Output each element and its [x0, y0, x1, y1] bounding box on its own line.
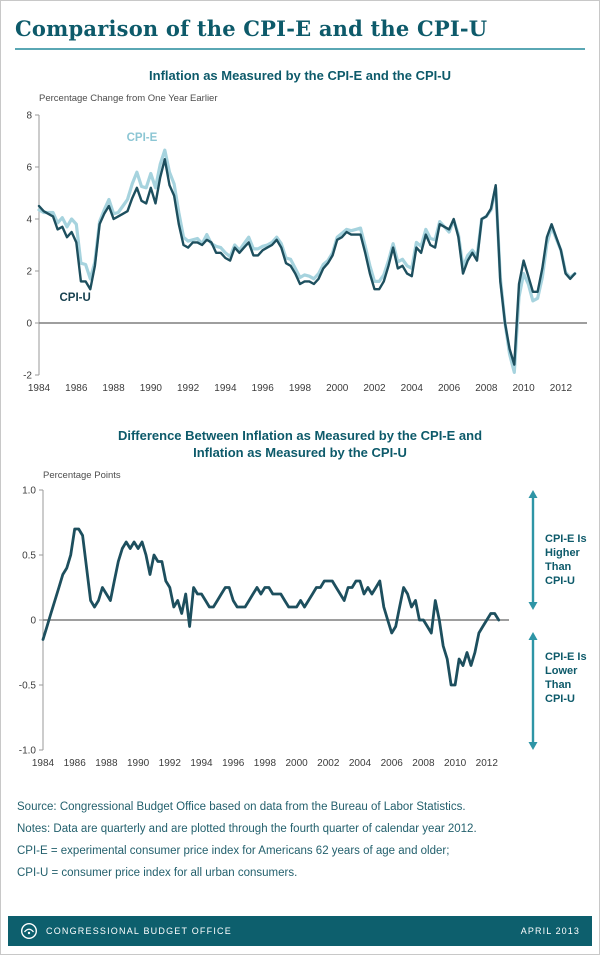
x-tick-label: 1998 [289, 383, 312, 394]
x-tick-label: 1998 [254, 758, 277, 769]
y-tick-label: 2 [26, 267, 32, 278]
x-tick-label: 2002 [363, 383, 386, 394]
source-note: Source: Congressional Budget Office base… [17, 801, 466, 813]
chart1-title: Inflation as Measured by the CPI-E and t… [149, 68, 451, 83]
chart2-unit-label: Percentage Points [43, 470, 121, 481]
higher-label-line: CPI-E Is [545, 533, 587, 545]
footer-org: CONGRESSIONAL BUDGET OFFICE [46, 926, 232, 936]
x-tick-label: 1984 [32, 758, 55, 769]
cpi-e-line [37, 148, 577, 374]
data-note: Notes: Data are quarterly and are plotte… [17, 823, 477, 835]
cpi-u-line [37, 158, 577, 366]
inflation-chart-section: Inflation as Measured by the CPI-E and t… [1, 67, 599, 397]
cbo-logo-icon [20, 922, 38, 940]
x-tick-label: 2004 [401, 383, 424, 394]
y-tick-label: 0.5 [22, 551, 36, 562]
y-tick-label: 0 [30, 616, 36, 627]
chart2-title: Difference Between Inflation as Measured… [1, 427, 599, 461]
y-tick-label: 1.0 [22, 486, 36, 497]
lower-label-line: Than [545, 679, 572, 691]
footer-date: APRIL 2013 [520, 926, 580, 936]
header: Comparison of the CPI-E and the CPI-U [1, 1, 599, 41]
footer-left: CONGRESSIONAL BUDGET OFFICE [20, 922, 232, 940]
title-divider [15, 48, 585, 50]
x-tick-label: 2010 [513, 383, 536, 394]
x-tick-label: 1994 [214, 383, 237, 394]
higher-label-line: Higher [545, 547, 581, 559]
x-tick-label: 2006 [438, 383, 461, 394]
y-tick-label: 0 [26, 319, 32, 330]
chart2-title-line1: Difference Between Inflation as Measured… [117, 428, 483, 443]
y-tick-label: 4 [26, 215, 32, 226]
x-tick-label: 1986 [65, 383, 88, 394]
x-tick-label: 2008 [412, 758, 435, 769]
series-label-cpi-e: CPI-E [127, 132, 158, 144]
x-tick-label: 1990 [127, 758, 150, 769]
x-tick-label: 2008 [475, 383, 498, 394]
x-tick-label: 2004 [349, 758, 372, 769]
x-tick-label: 2006 [381, 758, 404, 769]
y-tick-label: 8 [26, 111, 32, 122]
y-tick-label: 6 [26, 163, 32, 174]
y-tick-label: -1.0 [19, 746, 37, 757]
higher-label-line: Than [545, 561, 572, 573]
y-tick-label: -0.5 [19, 681, 37, 692]
x-tick-label: 2012 [550, 383, 573, 394]
x-tick-label: 2000 [326, 383, 349, 394]
x-tick-label: 2010 [444, 758, 467, 769]
series-label-cpi-u: CPI-U [60, 292, 91, 304]
page-title: Comparison of the CPI-E and the CPI-U [15, 16, 488, 41]
footer-bar: CONGRESSIONAL BUDGET OFFICE APRIL 2013 [8, 916, 592, 946]
x-tick-label: 1988 [102, 383, 125, 394]
notes-block: Source: Congressional Budget Office base… [17, 796, 583, 884]
higher-label-line: CPI-U [545, 575, 575, 587]
x-tick-label: 1992 [159, 758, 182, 769]
x-tick-label: 1996 [222, 758, 245, 769]
cpi-u-definition: CPI-U = consumer price index for all urb… [17, 867, 298, 879]
difference-chart-section: Difference Between Inflation as Measured… [1, 427, 599, 774]
lower-label-line: CPI-U [545, 693, 575, 705]
x-tick-label: 2000 [285, 758, 308, 769]
x-tick-label: 1984 [28, 383, 51, 394]
x-tick-label: 1988 [95, 758, 118, 769]
cpi-e-definition: CPI-E = experimental consumer price inde… [17, 845, 450, 857]
x-tick-label: 2012 [476, 758, 499, 769]
lower-label-line: CPI-E Is [545, 651, 587, 663]
chart2-title-line2: Inflation as Measured by the CPI-U [193, 445, 407, 460]
x-tick-label: 1986 [64, 758, 87, 769]
x-tick-label: 1996 [252, 383, 275, 394]
cpi-e-minus-cpi-u-line [41, 527, 501, 687]
x-tick-label: 2002 [317, 758, 340, 769]
chart1-unit-label: Percentage Change from One Year Earlier [39, 93, 218, 104]
y-tick-label: -2 [23, 371, 32, 382]
x-tick-label: 1994 [190, 758, 213, 769]
lower-label-line: Lower [545, 665, 578, 677]
x-tick-label: 1992 [177, 383, 200, 394]
x-tick-label: 1990 [140, 383, 163, 394]
